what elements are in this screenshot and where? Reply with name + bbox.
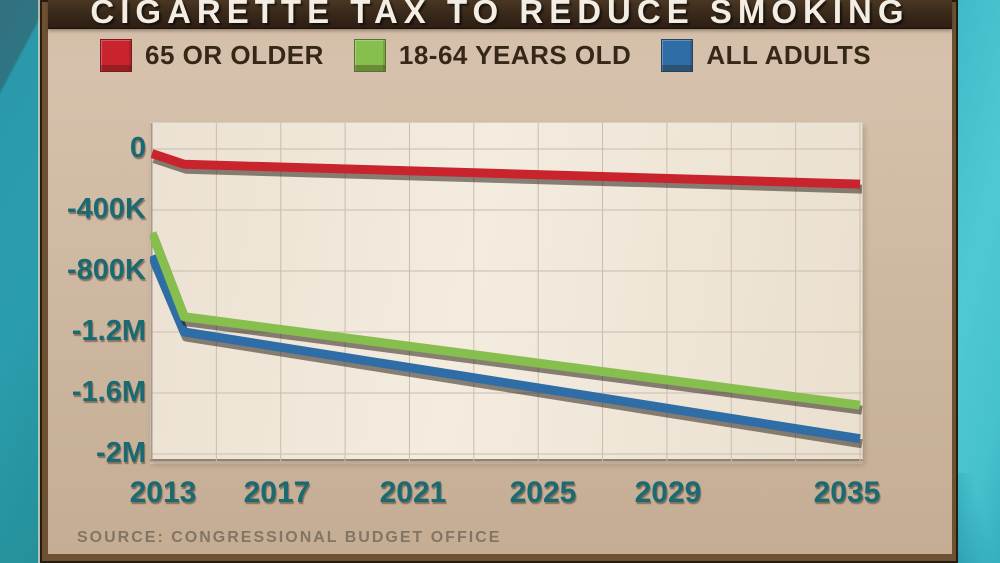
y-tick-label-2m: -2M <box>96 437 146 469</box>
source-text: SOURCE: CONGRESSIONAL BUDGET OFFICE <box>77 529 502 546</box>
left-teal-decoration <box>0 0 42 563</box>
line-chart-svg <box>150 123 863 462</box>
y-tick-label-800k: -800K <box>67 254 146 286</box>
legend-swatch-blue <box>661 38 694 72</box>
legend-swatch-green <box>353 38 386 72</box>
legend-item-all-adults: ALL ADULTS <box>661 38 872 72</box>
page-title: CIGARETTE TAX TO REDUCE SMOKING <box>90 0 910 29</box>
chart-legend: 65 OR OLDER 18-64 YEARS OLD ALL ADULTS <box>100 36 871 74</box>
legend-item-65-or-older: 65 OR OLDER <box>100 38 324 72</box>
legend-item-18-64: 18-64 YEARS OLD <box>353 38 632 72</box>
legend-label: ALL ADULTS <box>706 39 872 70</box>
y-tick-label-1-2m: -1.2M <box>71 315 146 347</box>
x-tick-label-2025: 2025 <box>509 476 577 509</box>
x-tick-label-2029: 2029 <box>634 476 702 509</box>
legend-swatch-red <box>100 38 132 72</box>
y-tick-label-400k: -400K <box>67 193 146 225</box>
y-tick-label-1-6m: -1.6M <box>71 376 146 408</box>
x-tick-label-2013: 2013 <box>129 476 197 509</box>
plot-area <box>150 122 863 462</box>
x-tick-label-2017: 2017 <box>243 476 311 509</box>
right-teal-decoration <box>958 0 1000 563</box>
legend-label: 65 OR OLDER <box>145 39 324 70</box>
x-tick-label-2035: 2035 <box>813 476 881 509</box>
x-tick-label-2021: 2021 <box>379 476 447 509</box>
title-bar: CIGARETTE TAX TO REDUCE SMOKING <box>48 0 952 29</box>
legend-label: 18-64 YEARS OLD <box>398 39 632 70</box>
y-tick-label-0: 0 <box>129 132 146 164</box>
